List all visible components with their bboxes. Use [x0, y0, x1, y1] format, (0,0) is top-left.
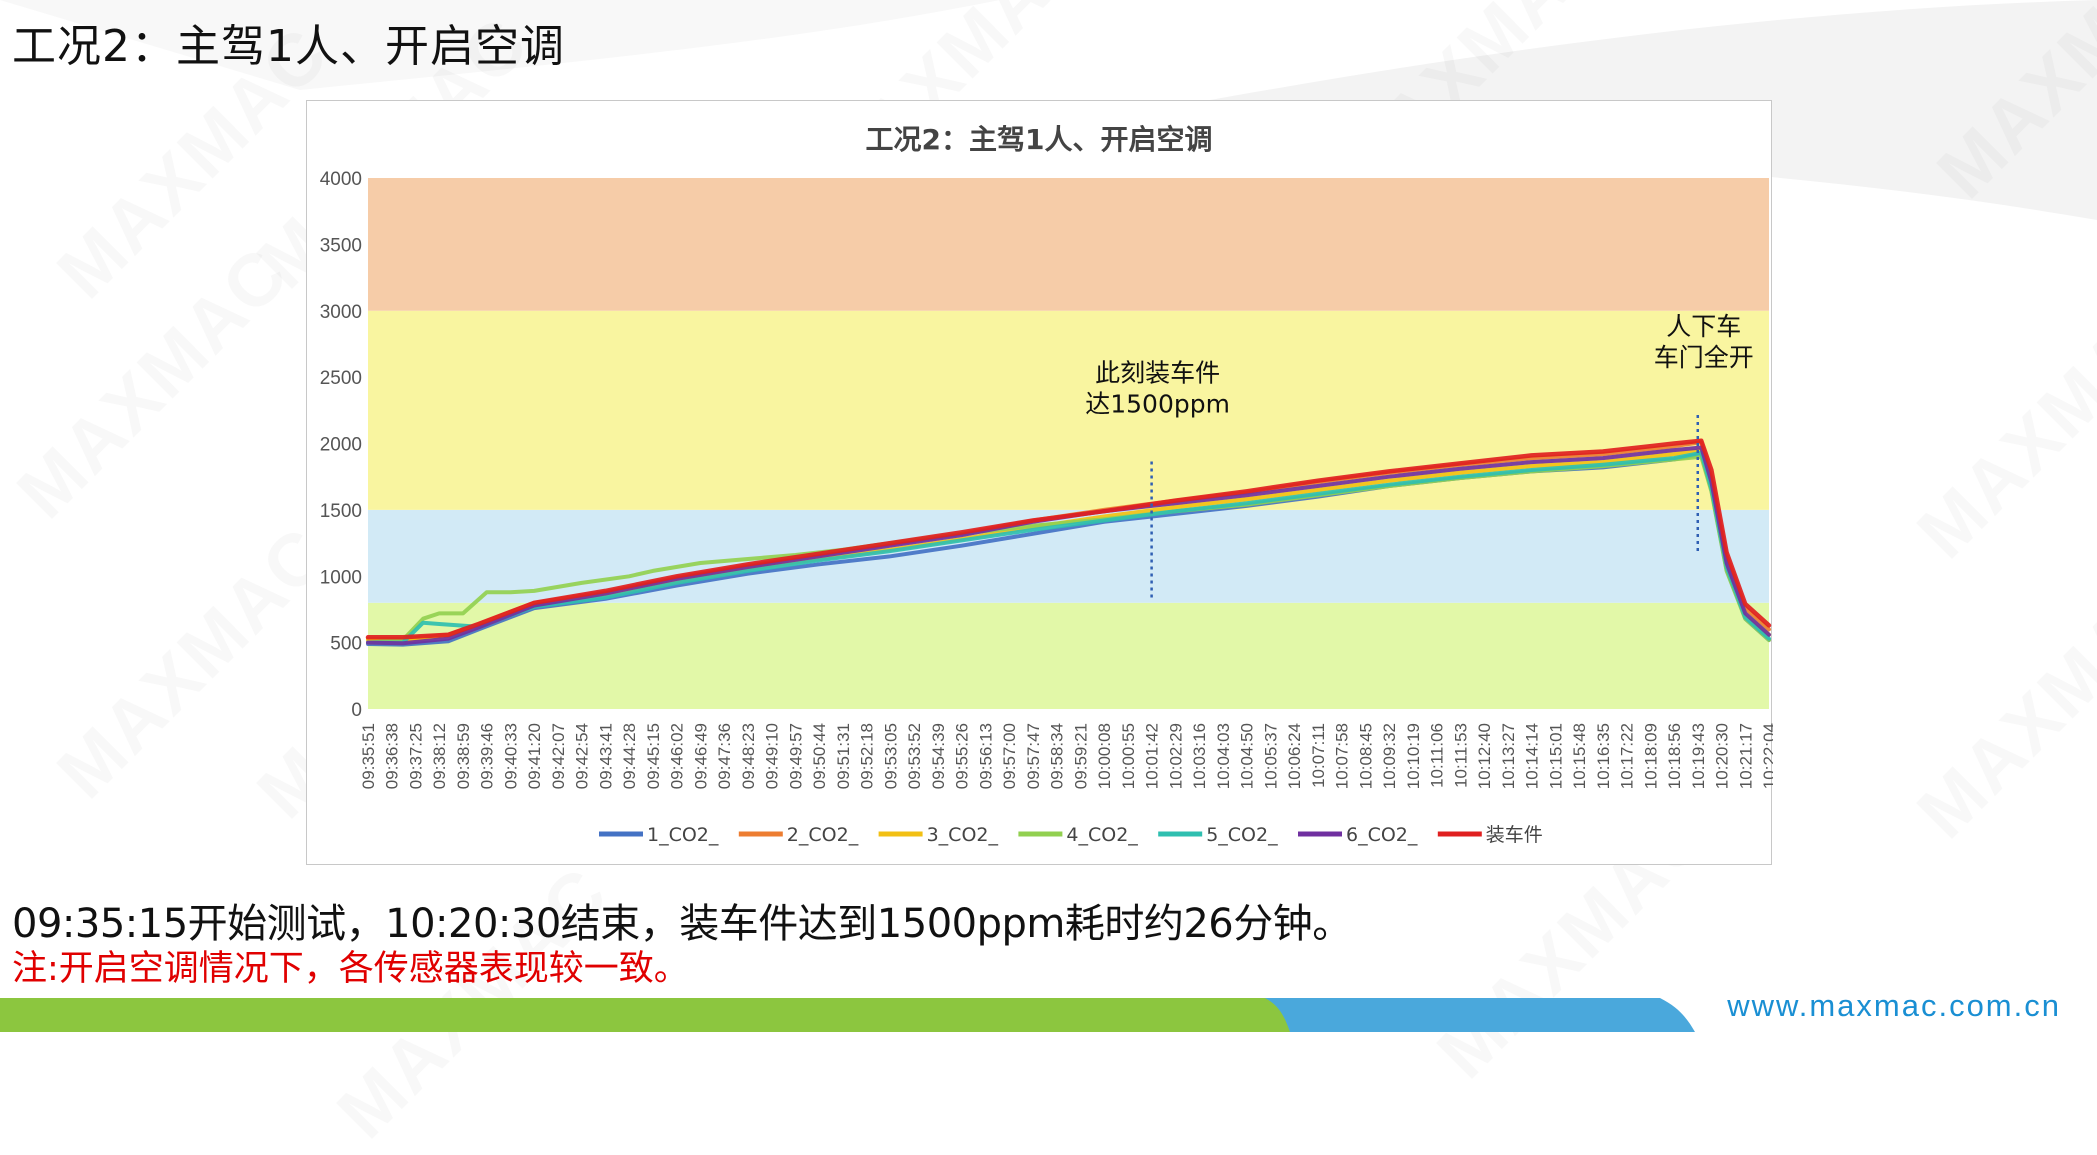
legend-label: 3_CO2_: [927, 824, 999, 846]
chart-title: 工况2：主驾1人、开启空调: [865, 123, 1213, 156]
y-tick-label: 3000: [320, 302, 362, 323]
x-tick-label: 10:09:32: [1380, 723, 1399, 789]
x-tick-label: 10:11:06: [1428, 723, 1447, 788]
x-tick-label: 09:48:23: [739, 723, 758, 789]
co2-line-chart: 0 500 1000 1500 2000 2500 3000 3500 4000 09:35:51…: [320, 169, 1773, 846]
y-tick-label: 1500: [320, 501, 362, 522]
threshold-band: [368, 178, 1769, 311]
threshold-band: [368, 310, 1769, 510]
x-tick-label: 10:04:03: [1214, 723, 1233, 789]
chart-frame: 工况2：主驾1人、开启空调 0 500 1000 1500 2000 2500 3000 35…: [306, 100, 1773, 865]
x-tick-label: 10:05:37: [1261, 723, 1280, 789]
slide-title: 工况2：主驾1人、开启空调: [12, 21, 565, 72]
x-tick-label: 10:08:45: [1356, 723, 1375, 789]
legend-label: 装车件: [1486, 824, 1543, 846]
legend-label: 5_CO2_: [1206, 824, 1278, 846]
test-summary-caption: 09:35:15开始测试，10:20:30结束，装车件达到1500ppm耗时约2…: [12, 901, 1352, 947]
y-tick-label: 2500: [320, 368, 362, 389]
y-tick-label: 4000: [320, 169, 362, 190]
x-tick-label: 09:46:02: [668, 723, 687, 789]
watermark-text: MAXMAC: [1, 231, 304, 534]
y-tick-label: 500: [330, 634, 362, 655]
x-tick-label: 09:44:28: [620, 723, 639, 789]
x-tick-label: 09:57:47: [1024, 723, 1043, 789]
annotation-label: 车门全开: [1654, 343, 1754, 372]
x-tick-label: 09:59:21: [1071, 723, 1090, 789]
footer-band: [0, 998, 1695, 1032]
annotation-label: 达1500ppm: [1085, 390, 1230, 419]
x-tick-label: 10:15:48: [1570, 723, 1589, 789]
watermark-text: MAXMAC: [1901, 271, 2097, 574]
x-tick-label: 10:06:24: [1285, 723, 1304, 789]
x-tick-label: 09:50:44: [810, 723, 829, 789]
x-tick-label: 10:03:16: [1190, 723, 1209, 789]
x-tick-label: 09:42:54: [573, 723, 592, 789]
x-tick-label: 09:45:15: [644, 723, 663, 789]
x-tick-label: 09:54:39: [929, 723, 948, 789]
x-tick-label: 09:38:59: [454, 723, 473, 789]
x-tick-label: 09:52:18: [858, 723, 877, 789]
legend-label: 6_CO2_: [1346, 824, 1418, 846]
annotation-label: 人下车: [1666, 312, 1741, 341]
x-tick-label: 09:53:52: [905, 723, 924, 789]
x-tick-label: 09:58:34: [1048, 723, 1067, 789]
x-tick-label: 10:15:01: [1546, 723, 1565, 789]
x-tick-label: 10:07:58: [1333, 723, 1352, 789]
test-note: 注:开启空调情况下，各传感器表现较一致。: [12, 949, 689, 989]
watermark-text: MAXMAC: [1921, 0, 2097, 214]
x-tick-label: 10:16:35: [1594, 723, 1613, 789]
x-tick-label: 10:17:22: [1618, 723, 1637, 789]
x-tick-label: 09:53:05: [881, 723, 900, 789]
legend-label: 4_CO2_: [1066, 824, 1138, 846]
x-tick-label: 10:18:09: [1641, 723, 1660, 789]
x-tick-label: 10:12:40: [1475, 723, 1494, 789]
x-tick-label: 09:57:00: [1000, 723, 1019, 789]
x-tick-label: 09:41:20: [525, 723, 544, 789]
watermark-text: MAXMAC: [41, 511, 344, 814]
x-tick-label: 09:51:31: [834, 723, 853, 789]
x-tick-label: 10:02:29: [1166, 723, 1185, 789]
watermark-text: MAXMAC: [1901, 551, 2097, 854]
x-tick-label: 09:40:33: [501, 723, 520, 789]
x-tick-label: 10:20:30: [1713, 723, 1732, 789]
x-tick-label: 09:35:51: [359, 723, 378, 789]
x-tick-label: 09:36:38: [383, 723, 402, 789]
legend-label: 2_CO2_: [787, 824, 859, 846]
x-tick-label: 10:19:43: [1689, 723, 1708, 789]
x-tick-label: 09:46:49: [691, 723, 710, 789]
x-tick-label: 10:13:27: [1499, 723, 1518, 789]
x-tick-label: 10:10:19: [1404, 723, 1423, 789]
x-tick-label: 10:00:08: [1095, 723, 1114, 789]
y-tick-label: 3500: [320, 235, 362, 256]
y-tick-label: 2000: [320, 435, 362, 456]
legend-label: 1_CO2_: [647, 824, 719, 846]
x-tick-label: 10:14:14: [1523, 723, 1542, 789]
x-tick-label: 09:49:10: [763, 723, 782, 789]
x-tick-label: 09:56:13: [976, 723, 995, 789]
x-tick-label: 10:18:56: [1665, 723, 1684, 789]
series-line: [365, 438, 1772, 640]
x-tick-label: 09:47:36: [715, 723, 734, 789]
x-tick-label: 09:55:26: [953, 723, 972, 789]
x-tick-label: 09:43:41: [596, 723, 615, 789]
x-tick-label: 09:39:46: [478, 723, 497, 789]
footer-url-link[interactable]: www.maxmac.com.cn: [1727, 988, 2061, 1023]
x-tick-label: 09:37:25: [406, 723, 425, 789]
x-tick-label: 10:01:42: [1143, 723, 1162, 789]
threshold-band: [368, 602, 1769, 709]
x-tick-label: 10:07:11: [1309, 723, 1328, 788]
x-tick-label: 10:22:04: [1760, 723, 1773, 789]
x-tick-label: 09:42:07: [549, 723, 568, 789]
annotation-label: 此刻装车件: [1095, 359, 1220, 388]
y-tick-label: 0: [351, 700, 362, 721]
x-tick-label: 10:11:53: [1451, 723, 1470, 788]
y-tick-label: 1000: [320, 567, 362, 588]
x-tick-label: 10:04:50: [1238, 723, 1257, 789]
x-tick-label: 09:49:57: [786, 723, 805, 789]
x-tick-label: 10:00:55: [1119, 723, 1138, 789]
x-tick-label: 09:38:12: [430, 723, 449, 789]
x-tick-label: 10:21:17: [1736, 723, 1755, 789]
